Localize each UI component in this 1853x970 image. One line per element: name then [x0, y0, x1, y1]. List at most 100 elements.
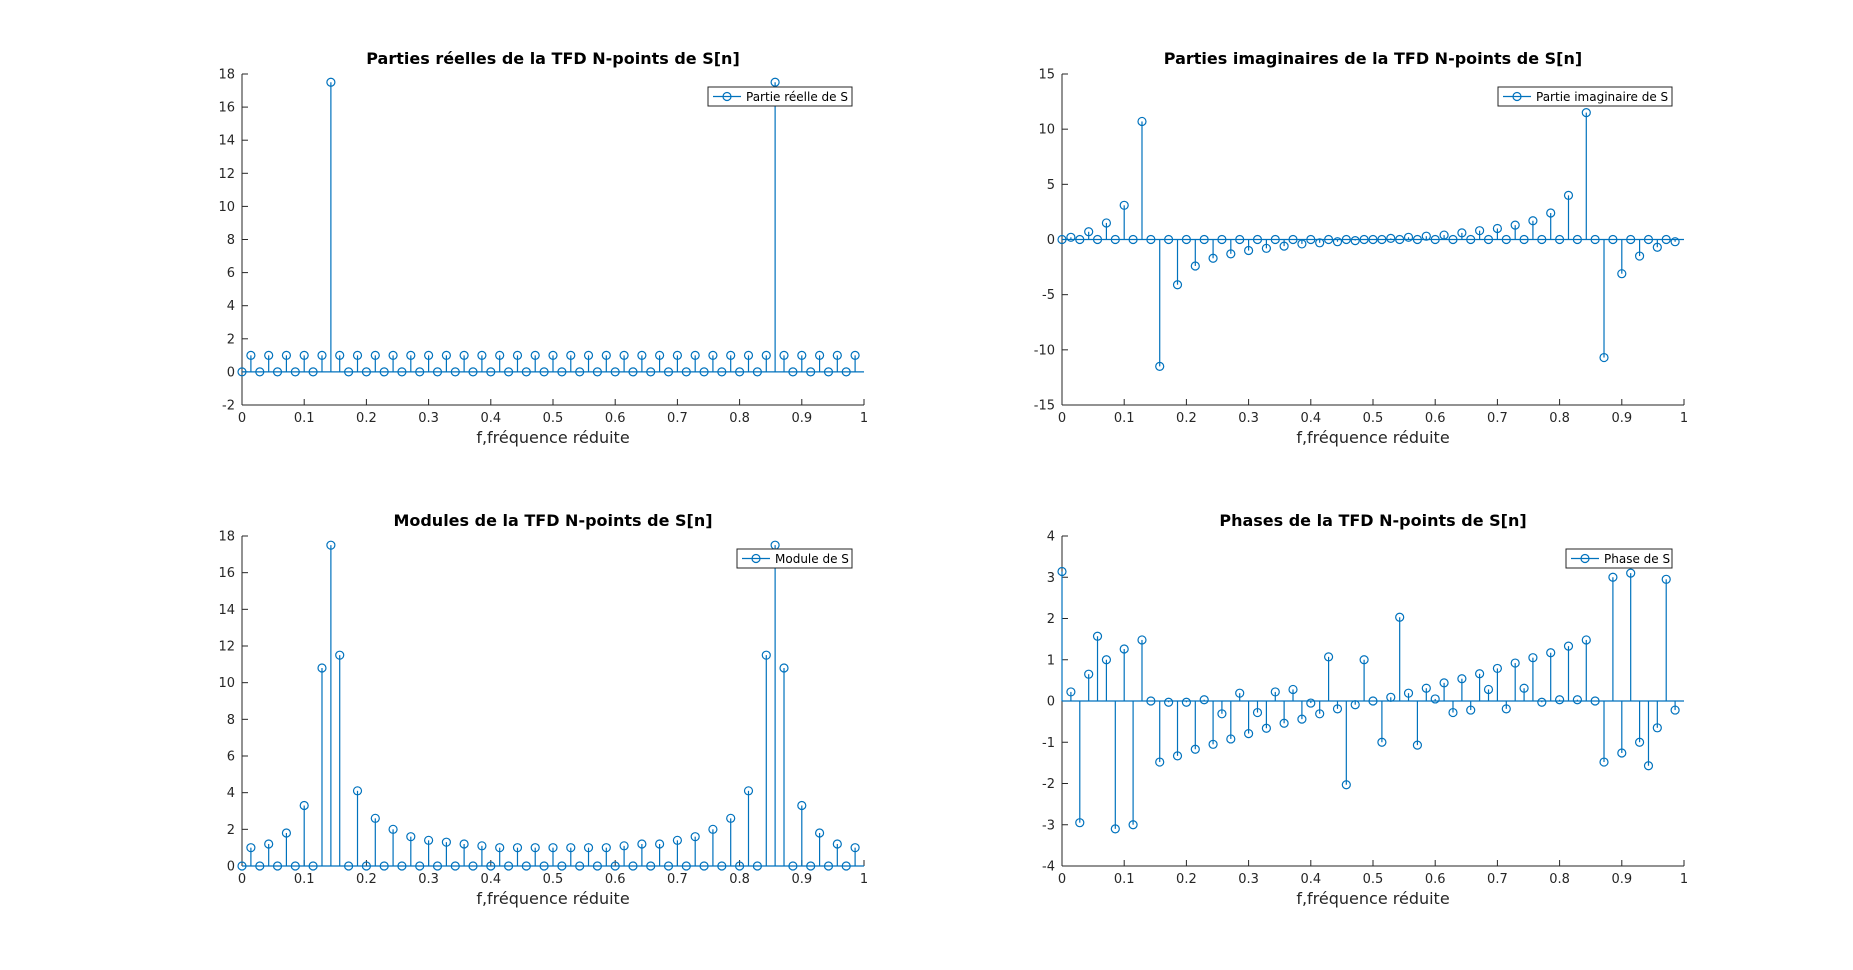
y-tick-label: 18: [218, 68, 235, 83]
x-tick-label: 1: [1680, 872, 1688, 887]
stem-marker: [370, 350, 380, 360]
y-tick-label: 10: [218, 200, 235, 215]
x-tick-label: 0.1: [294, 411, 315, 426]
y-tick-label: 18: [218, 530, 235, 545]
stem-marker: [388, 350, 398, 360]
x-tick-label: 0.4: [1300, 411, 1321, 426]
stem-marker: [264, 350, 274, 360]
stem-marker: [495, 843, 505, 853]
x-tick-label: 0.8: [729, 872, 750, 887]
stem-marker: [1439, 678, 1449, 688]
chart-title: Phases de la TFD N-points de S[n]: [1219, 511, 1526, 530]
stem-marker: [752, 861, 762, 871]
stem-marker: [814, 828, 825, 838]
stem-marker: [1261, 723, 1271, 733]
stem-marker: [1279, 241, 1289, 251]
legend: Phase de S: [1565, 548, 1673, 569]
stem-marker: [530, 350, 540, 360]
stem-marker: [1608, 572, 1618, 582]
chart-4: 0 0.1 0.2 0.3 0.4 0.5 0.6 0.7 0.8 0.9 1 -4 -3 -2 -1 0 1 2…: [1042, 511, 1688, 908]
stem-marker: [788, 861, 798, 871]
stem-marker: [1315, 238, 1325, 248]
stem-marker: [539, 861, 549, 871]
legend-marker: [722, 91, 732, 102]
stem-marker: [344, 367, 354, 377]
stem-marker: [717, 367, 727, 377]
x-tick-label: 0.3: [418, 411, 439, 426]
stem-marker: [681, 861, 691, 871]
legend-box: [707, 86, 853, 107]
stem-marker: [1412, 234, 1423, 245]
stem-marker: [1057, 234, 1067, 245]
stem-marker: [610, 861, 620, 871]
stem-marker: [415, 367, 425, 377]
stem-marker: [1110, 234, 1120, 245]
stem-marker: [388, 824, 398, 834]
stem-marker: [1155, 361, 1165, 371]
stem-marker: [450, 367, 460, 377]
legend: Module de S: [736, 548, 853, 569]
x-axis-label: f,fréquence réduite: [476, 428, 629, 447]
stem-marker: [1235, 688, 1245, 698]
stem-marker: [1084, 669, 1094, 679]
stem-marker: [1066, 232, 1076, 242]
stem-marker: [1448, 707, 1458, 718]
x-tick-label: 0.7: [1487, 872, 1508, 887]
legend-marker: [1580, 553, 1590, 564]
y-tick-label: 2: [227, 332, 235, 347]
y-tick-label: 0: [227, 860, 235, 875]
stem-marker: [1323, 234, 1334, 245]
y-tick-label: 14: [218, 134, 235, 149]
stem-marker: [841, 861, 851, 871]
y-tick-label: -4: [1042, 860, 1055, 875]
stem-marker: [1634, 737, 1645, 747]
stem-marker: [672, 350, 683, 360]
stem-marker: [1501, 234, 1511, 245]
stem-marker: [672, 835, 683, 845]
legend-box: [1565, 548, 1673, 569]
y-tick-label: -10: [1034, 343, 1055, 358]
stem-marker: [690, 350, 700, 360]
stem-marker: [521, 861, 531, 871]
stem-marker: [1092, 234, 1103, 245]
y-tick-label: 4: [227, 786, 235, 801]
stem-marker: [1101, 655, 1112, 665]
stem-marker: [646, 861, 656, 871]
stem-marker: [770, 77, 780, 87]
stem-marker: [1208, 253, 1218, 263]
stem-marker: [619, 841, 629, 851]
stem-marker: [1661, 234, 1671, 245]
stem-marker: [1590, 696, 1600, 706]
y-tick-label: 10: [218, 676, 235, 691]
stem-marker: [1359, 234, 1369, 245]
stem-marker: [1661, 574, 1671, 584]
stem-marker: [459, 350, 469, 360]
stem-marker: [1537, 234, 1547, 245]
stem-marker: [1288, 234, 1298, 245]
stem-marker: [424, 350, 434, 360]
stem-marker: [1341, 234, 1351, 245]
x-tick-label: 0.6: [605, 411, 626, 426]
stem-marker: [1626, 234, 1636, 245]
stem-marker: [1181, 697, 1192, 707]
stem-marker: [1172, 280, 1183, 290]
stem-marker: [557, 861, 567, 871]
stem-marker: [1519, 683, 1529, 693]
stem-marker: [352, 350, 363, 360]
y-tick-label: -3: [1042, 818, 1055, 833]
stem-marker: [1190, 744, 1200, 754]
stem-marker: [797, 350, 807, 360]
stem-marker: [1270, 234, 1280, 245]
stem-marker: [1359, 655, 1369, 665]
legend-label: Partie imaginaire de S: [1536, 90, 1668, 104]
stem-marker: [646, 367, 656, 377]
stem-marker: [415, 861, 425, 871]
stem-marker: [1581, 108, 1591, 118]
stem-marker: [823, 861, 834, 871]
stem-marker: [1243, 728, 1254, 739]
x-tick-label: 0.4: [1300, 872, 1321, 887]
stem-marker: [308, 861, 318, 871]
legend-box: [1497, 86, 1673, 107]
stem-marker: [317, 350, 327, 360]
